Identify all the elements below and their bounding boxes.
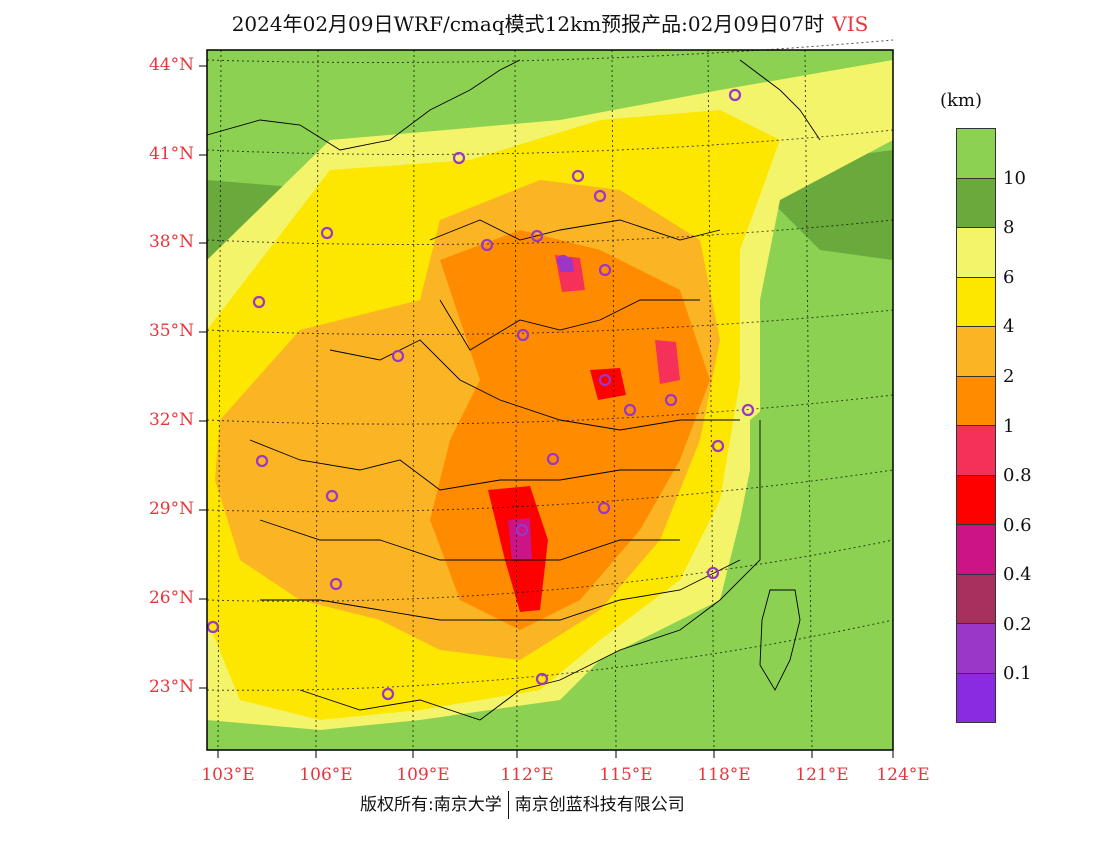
lat-label: 23°N [148, 677, 194, 697]
legend-label: 2 [1003, 366, 1015, 387]
lat-label: 35°N [148, 321, 194, 341]
lon-label: 121°E [795, 765, 849, 785]
city-marker [598, 373, 612, 387]
city-marker [556, 254, 570, 268]
lat-label: 44°N [148, 55, 194, 75]
legend-label: 1 [1003, 416, 1015, 437]
map-frame [206, 49, 894, 751]
city-marker [623, 403, 637, 417]
city-marker [480, 238, 494, 252]
city-marker [515, 523, 529, 537]
legend-swatch [956, 624, 996, 674]
lat-label: 26°N [148, 588, 194, 608]
city-marker [381, 687, 395, 701]
city-marker [320, 226, 334, 240]
legend-swatch [956, 277, 996, 327]
city-marker [593, 189, 607, 203]
city-marker [535, 672, 549, 686]
city-marker [391, 349, 405, 363]
city-marker [571, 169, 585, 183]
boundaries [206, 59, 821, 721]
legend-swatch [956, 228, 996, 278]
city-marker [516, 328, 530, 342]
city-marker [546, 452, 560, 466]
lon-label: 112°E [500, 765, 554, 785]
lon-label: 103°E [201, 765, 255, 785]
city-marker [252, 295, 266, 309]
city-marker [325, 489, 339, 503]
legend-label: 8 [1003, 217, 1015, 238]
lon-label: 109°E [396, 765, 450, 785]
legend-swatch [956, 426, 996, 476]
city-markers [206, 88, 755, 701]
lon-label: 124°E [876, 765, 930, 785]
title-variable: VIS [832, 12, 869, 36]
legend-swatch [956, 475, 996, 525]
company-text: 南京创蓝科技有限公司 [514, 795, 685, 815]
legend-label: 0.6 [1003, 515, 1032, 536]
legend-label: 4 [1003, 316, 1015, 337]
city-marker [255, 454, 269, 468]
footer-divider [507, 791, 509, 819]
legend-swatch [956, 128, 996, 179]
legend-swatch [956, 178, 996, 228]
legend-swatch [956, 327, 996, 377]
city-marker [711, 439, 725, 453]
visibility-field [207, 50, 893, 750]
city-marker [706, 566, 720, 580]
lon-label: 115°E [599, 765, 653, 785]
copyright-text: 版权所有:南京大学 [360, 795, 502, 815]
city-marker [530, 229, 544, 243]
legend-label: 0.1 [1003, 663, 1032, 684]
legend-unit: (km) [940, 90, 983, 111]
legend-swatch [956, 525, 996, 575]
legend-label: 0.4 [1003, 564, 1032, 585]
city-marker [741, 403, 755, 417]
city-marker [664, 393, 678, 407]
chart-title: 2024年02月09日WRF/cmaq模式12km预报产品:02月09日07时 V… [0, 8, 1100, 37]
legend-label: 10 [1003, 168, 1026, 189]
axis-ticks [199, 65, 894, 758]
legend-label: 6 [1003, 267, 1015, 288]
city-marker [329, 577, 343, 591]
city-marker [206, 620, 220, 634]
legend-label: 0.2 [1003, 614, 1032, 635]
city-marker [597, 501, 611, 515]
legend-swatch [956, 673, 996, 723]
title-text: 2024年02月09日WRF/cmaq模式12km预报产品:02月09日07时 [231, 12, 825, 36]
lat-label: 38°N [148, 232, 194, 252]
lon-label: 106°E [299, 765, 353, 785]
city-marker [452, 151, 466, 165]
legend-swatch [956, 376, 996, 426]
city-marker [728, 88, 742, 102]
legend-label: 0.8 [1003, 465, 1032, 486]
lat-label: 41°N [148, 144, 194, 164]
lon-label: 118°E [697, 765, 751, 785]
footer: 版权所有:南京大学 南京创蓝科技有限公司 [360, 790, 685, 819]
city-marker [598, 263, 612, 277]
lat-label: 32°N [148, 410, 194, 430]
legend-swatch [956, 574, 996, 624]
lat-label: 29°N [148, 499, 194, 519]
color-legend [956, 128, 996, 723]
